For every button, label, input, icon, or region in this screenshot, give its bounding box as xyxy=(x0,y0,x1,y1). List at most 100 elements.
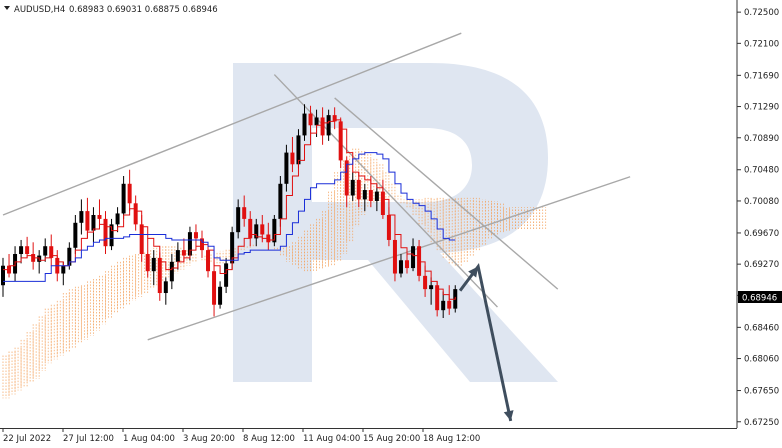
candle-body xyxy=(435,285,440,311)
candle-body xyxy=(362,190,367,200)
ascending-channel-line-2 xyxy=(147,176,631,341)
candle-body xyxy=(19,246,24,255)
price-tick-label: 0.71690 xyxy=(744,71,779,81)
trend-channels xyxy=(2,32,631,341)
time-tick-label: 22 Jul 2022 xyxy=(3,434,51,444)
candle-body xyxy=(97,215,102,219)
candle-body xyxy=(302,113,307,136)
candle-body xyxy=(374,191,379,201)
candle-body xyxy=(103,218,108,247)
time-tick-label: 3 Aug 20:00 xyxy=(183,434,235,444)
candle-body xyxy=(320,117,325,136)
chart-header: AUDUSD,H4 0.68983 0.69031 0.68875 0.6894… xyxy=(4,5,218,15)
candle-body xyxy=(67,247,72,266)
candle-body xyxy=(1,265,5,286)
candle-body xyxy=(43,246,48,256)
time-tick-label: 18 Aug 12:00 xyxy=(423,434,480,444)
price-tick-label: 0.72500 xyxy=(744,8,779,18)
time-tick-label: 8 Aug 12:00 xyxy=(243,434,295,444)
candle-body xyxy=(368,190,373,201)
time-tick-label: 15 Aug 20:00 xyxy=(363,434,420,444)
candle-body xyxy=(392,239,397,274)
price-tick-label: 0.68060 xyxy=(744,355,779,365)
ohlc-values: 0.68983 0.69031 0.68875 0.68946 xyxy=(69,5,218,15)
price-tick-label: 0.67650 xyxy=(744,387,779,397)
candle-body xyxy=(25,246,30,255)
candle-body xyxy=(447,300,452,309)
forecast-arrow xyxy=(458,262,514,422)
candle-body xyxy=(230,232,235,264)
price-tick-label: 0.69670 xyxy=(744,229,779,239)
candle-body xyxy=(133,203,138,225)
candle-body xyxy=(284,152,289,184)
candle-body xyxy=(411,246,416,269)
symbol-timeframe: AUDUSD,H4 xyxy=(14,5,65,15)
kijun-sen-line xyxy=(3,152,456,282)
candle-body xyxy=(127,183,132,204)
candle-body xyxy=(332,115,337,122)
candle-body xyxy=(350,179,355,196)
candle-body xyxy=(242,207,247,219)
candle-body xyxy=(187,232,192,256)
forecast-arrowhead-up xyxy=(468,266,479,278)
price-tick-label: 0.70080 xyxy=(744,197,779,207)
candle-body xyxy=(151,257,156,272)
candle-body xyxy=(272,218,277,243)
candle-body xyxy=(248,218,253,239)
triangle-down-icon[interactable] xyxy=(4,6,10,10)
candle-body xyxy=(314,117,319,126)
candle-body xyxy=(193,232,198,239)
candle-body xyxy=(218,286,223,305)
candle-body xyxy=(290,152,295,165)
descending-channel-line-2 xyxy=(334,97,559,290)
candle-body xyxy=(169,261,174,282)
time-tick-label: 11 Aug 04:00 xyxy=(303,434,360,444)
price-axis[interactable]: 0.72500 0.72100 0.71690 0.71290 0.70890 0.704… xyxy=(737,8,779,428)
candle-body xyxy=(423,275,428,290)
current-price-badge-bg xyxy=(738,291,782,303)
descending-channel-line-1 xyxy=(273,74,498,308)
candle-body xyxy=(157,257,162,294)
candle-body xyxy=(109,224,114,247)
candle-body xyxy=(175,250,180,262)
price-tick-label: 0.70890 xyxy=(744,134,779,144)
candle-body xyxy=(260,224,265,235)
candle-body xyxy=(236,207,241,233)
price-tick-label: 0.71290 xyxy=(744,103,779,113)
indicator-lines xyxy=(3,119,456,300)
candle-body xyxy=(115,213,120,225)
candle-body xyxy=(344,160,349,196)
price-tick-label: 0.67250 xyxy=(744,418,779,428)
candle-body xyxy=(181,250,186,256)
candle-body xyxy=(380,191,385,215)
candle-body xyxy=(91,215,96,231)
candle-body xyxy=(405,260,410,269)
time-tick-label: 1 Aug 04:00 xyxy=(123,434,175,444)
price-tick-label: 0.68460 xyxy=(744,323,779,333)
candle-body xyxy=(278,183,283,219)
ascending-channel-line-1 xyxy=(2,32,462,216)
time-tick-label: 27 Jul 12:00 xyxy=(63,434,114,444)
price-tick-label: 0.72100 xyxy=(744,39,779,49)
candle-body xyxy=(49,246,54,258)
candle-body xyxy=(145,254,150,272)
candle-body xyxy=(73,222,78,248)
current-price-badge: 0.68946 xyxy=(738,291,782,304)
candle-body xyxy=(441,300,446,311)
candle-body xyxy=(356,179,361,200)
candle-body xyxy=(386,215,391,240)
candle-body xyxy=(61,265,66,274)
candle-body xyxy=(296,135,301,165)
candle-body xyxy=(79,211,84,223)
time-axis[interactable]: 22 Jul 2022 27 Jul 12:00 1 Aug 04:00 3 Aug … xyxy=(2,428,480,444)
candle-body xyxy=(121,183,126,214)
candle-body xyxy=(338,121,343,161)
candle-body xyxy=(429,285,434,290)
candle-body xyxy=(398,260,403,274)
candle-body xyxy=(85,211,90,231)
current-price-label: 0.68946 xyxy=(742,294,777,304)
candle-body xyxy=(139,224,144,255)
ichimoku-cloud xyxy=(2,148,547,399)
watermark-logo xyxy=(233,63,558,382)
